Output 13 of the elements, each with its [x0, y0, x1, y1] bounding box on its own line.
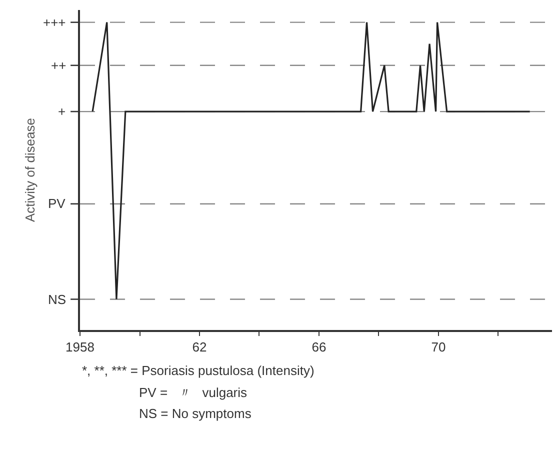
ref-line-label: +++: [43, 15, 66, 30]
x-tick-label: 66: [312, 339, 326, 354]
x-tick-label: 62: [192, 339, 207, 354]
x-tick-label: 1958: [66, 339, 94, 354]
ref-line-label: +: [58, 104, 66, 119]
y-axis-title: Activity of disease: [22, 118, 38, 222]
ref-line-label: ++: [51, 58, 66, 73]
x-tick-label: 70: [431, 339, 446, 354]
text: NS = No symptoms: [139, 406, 252, 421]
text: *, **, *** = Psoriasis pustulosa (Intensity): [82, 363, 314, 378]
ref-line-label: PV: [48, 196, 66, 211]
text: PV = 〃 vulgaris: [139, 385, 248, 400]
ref-line-label: NS: [48, 292, 66, 307]
